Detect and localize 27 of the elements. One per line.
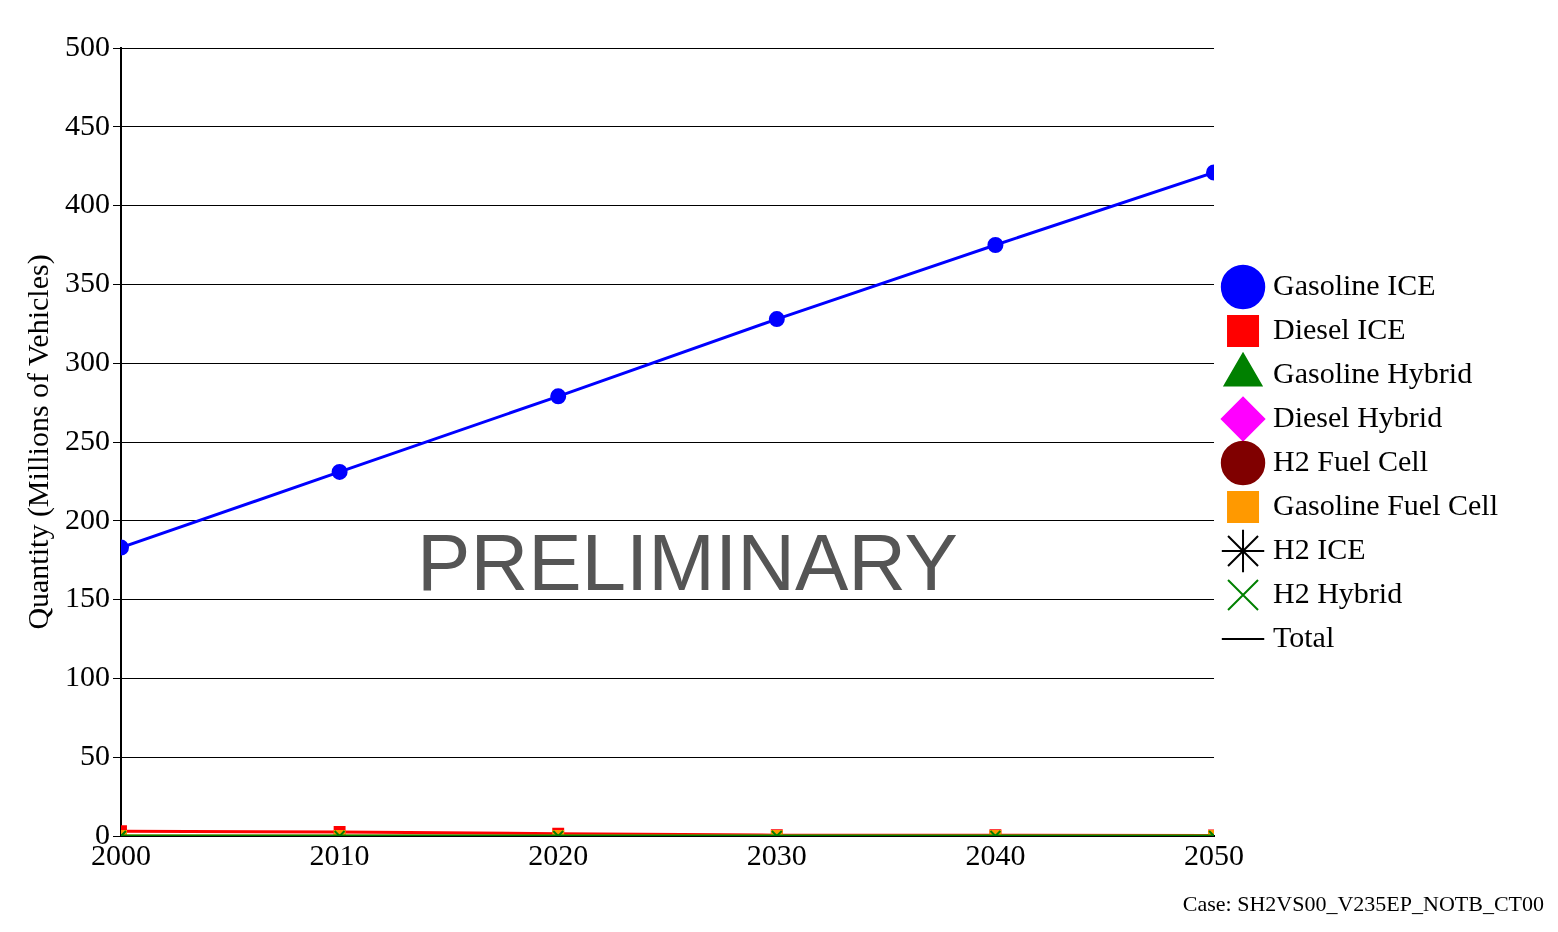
legend-label: Gasoline Fuel Cell — [1273, 487, 1499, 521]
legend-label: Diesel Hybrid — [1273, 399, 1443, 433]
y-tick-label: 250 — [65, 422, 110, 456]
y-tick-label: 400 — [65, 186, 110, 220]
x-tick-label: 2030 — [746, 837, 807, 871]
x-tick-label: 2020 — [528, 837, 589, 871]
legend-label: Diesel ICE — [1273, 311, 1406, 345]
y-tick-label: 200 — [65, 501, 110, 535]
y-tick-label: 100 — [65, 659, 110, 693]
legend-label: H2 Hybrid — [1273, 575, 1403, 609]
y-tick-label: 500 — [65, 28, 110, 62]
legend-label: H2 ICE — [1273, 531, 1366, 565]
y-axis-title: Quantity (Millions of Vehicles) — [20, 254, 55, 630]
text: Case: SH2VS00_V235EP_NOTB_CT00 — [1182, 890, 1544, 916]
legend-label: H2 Fuel Cell — [1273, 443, 1429, 477]
y-tick-label: 300 — [65, 344, 110, 378]
legend-label: Total — [1273, 619, 1335, 653]
y-tick-label: 450 — [65, 107, 110, 141]
legend-label: Gasoline Hybrid — [1273, 355, 1473, 389]
y-tick-label: 150 — [65, 580, 110, 614]
x-tick-label: 2010 — [309, 837, 370, 871]
x-tick-label: 2050 — [1184, 837, 1245, 871]
annotation: PRELIMINARY — [417, 518, 958, 608]
legend-label: Gasoline ICE — [1273, 267, 1436, 301]
x-tick-label: 2040 — [965, 837, 1026, 871]
y-tick-label: 350 — [65, 265, 110, 299]
y-tick-label: 50 — [80, 738, 110, 772]
